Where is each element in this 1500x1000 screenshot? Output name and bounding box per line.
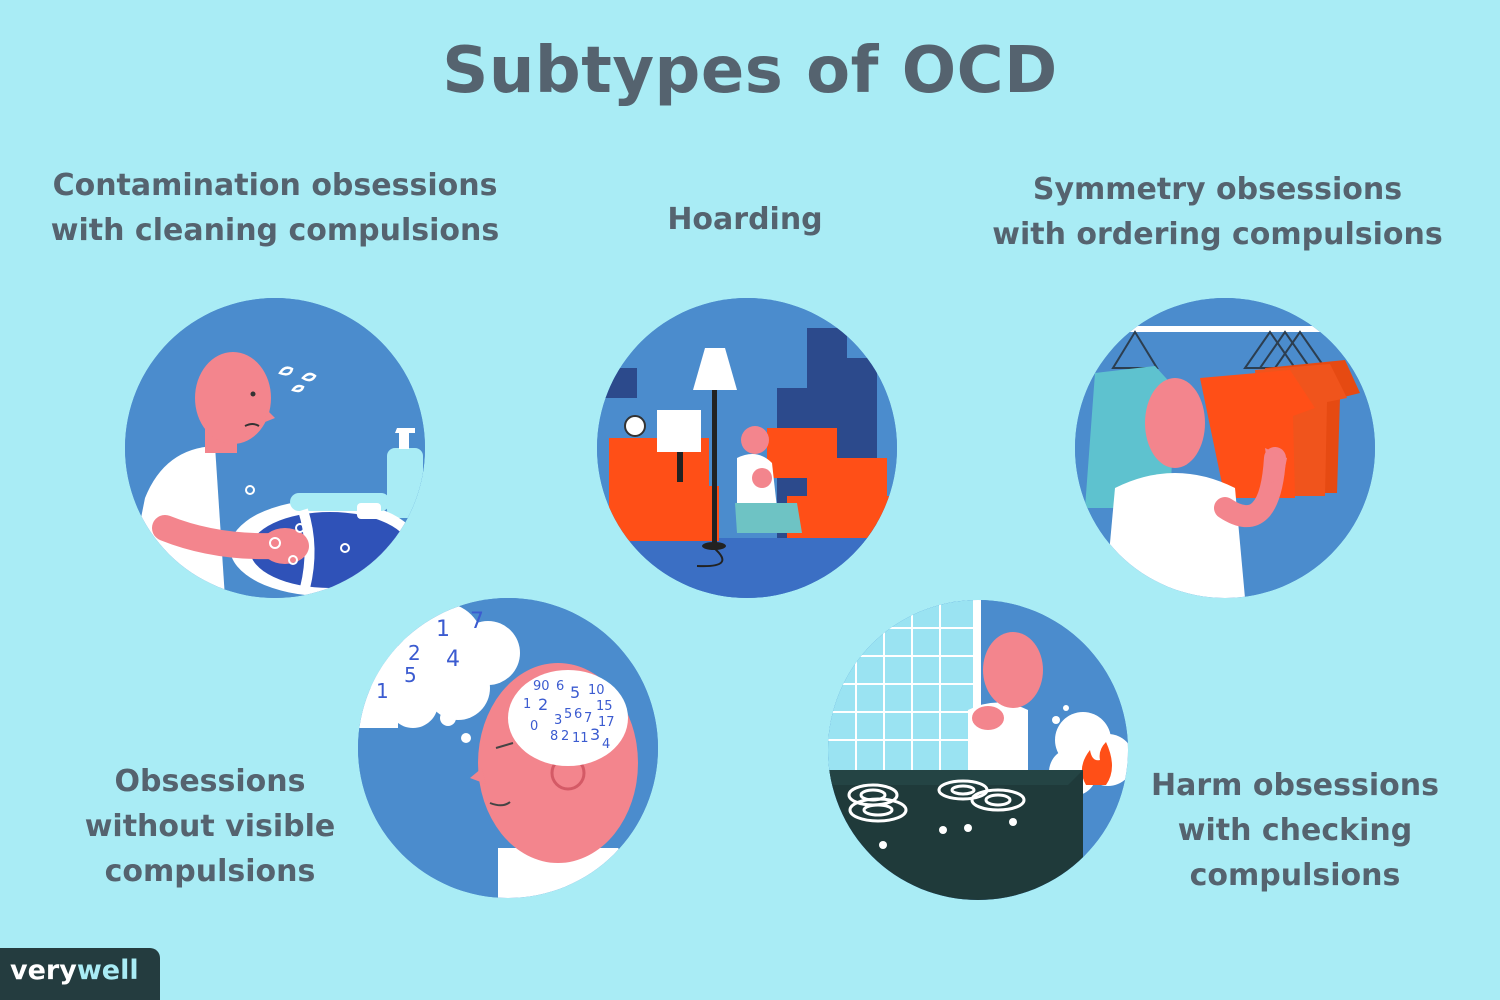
brain-number: 17: [598, 715, 615, 730]
thought-number: 1: [376, 679, 389, 703]
brain-number: 11: [572, 731, 589, 746]
handwashing-illustration: [125, 298, 425, 598]
verywell-logo[interactable]: verywell: [0, 948, 160, 1000]
box-icon: [609, 486, 719, 541]
thought-number: 2: [408, 641, 421, 665]
head-icon: [1145, 378, 1205, 468]
checking-illustration: [828, 600, 1128, 900]
head-icon: [195, 352, 271, 444]
knob-icon: [939, 826, 947, 834]
head-icon: [983, 632, 1043, 708]
shirt-icon: [498, 848, 658, 898]
wall-tiles-icon: [828, 600, 973, 770]
brain-number: 5: [570, 683, 580, 702]
box-icon: [807, 458, 887, 498]
knob-icon: [879, 841, 887, 849]
hoarding-illustration: [597, 298, 897, 598]
illustration-ordering: [1075, 298, 1375, 598]
label-line: Obsessions: [114, 764, 306, 799]
page-title: Subtypes of OCD: [442, 34, 1058, 108]
label-line: with cleaning compulsions: [50, 213, 500, 248]
brain-number: 3: [590, 725, 600, 744]
brain-number: 2: [561, 729, 569, 744]
brain-number: 10: [588, 683, 605, 698]
clock-icon: [624, 415, 646, 437]
clothes-rail-icon: [1075, 326, 1375, 332]
burner-icon: [970, 788, 1026, 812]
label-line: without visible: [84, 809, 336, 844]
illustration-checking: [828, 600, 1128, 900]
thought-number: 5: [404, 663, 417, 687]
floor-lamp-icon: [693, 348, 737, 390]
brain-number: 6: [574, 707, 582, 722]
illustration-pure-obsessions: 7 1 2 4 1 5 90 6 5 10 1 2 15 3: [358, 598, 658, 898]
knob-icon: [964, 824, 972, 832]
label-line: Symmetry obsessions: [1032, 172, 1403, 207]
knob-icon: [1009, 818, 1017, 826]
burner-icon: [848, 797, 908, 823]
ordering-illustration: [1075, 298, 1375, 598]
label-line: Hoarding: [667, 202, 823, 237]
table-lamp-icon: [657, 410, 701, 452]
head-icon: [741, 426, 769, 454]
brain-number: 5: [564, 707, 572, 722]
label-line: compulsions: [1189, 858, 1401, 893]
brain-icon: [508, 670, 628, 766]
thought-number: 4: [446, 647, 460, 672]
logo-text-well: well: [76, 955, 139, 986]
person-shirt-icon: [1105, 473, 1245, 598]
label-line: compulsions: [104, 854, 316, 889]
brain-number: 0: [530, 719, 538, 734]
thought-number: 1: [436, 617, 450, 642]
shirt-icon: [1200, 370, 1315, 498]
brain-number: 7: [584, 711, 592, 726]
label-line: Contamination obsessions: [52, 168, 498, 203]
label-contamination: Contamination obsessions with cleaning c…: [40, 163, 510, 253]
brain-number: 2: [538, 695, 548, 714]
brain-number: 90: [533, 679, 550, 694]
pure-obsessions-illustration: 7 1 2 4 1 5 90 6 5 10 1 2 15 3: [358, 598, 658, 898]
label-hoarding: Hoarding: [600, 197, 890, 242]
brain-number: 8: [550, 729, 558, 744]
thought-cloud-icon: [358, 603, 520, 728]
brain-number: 4: [602, 737, 610, 752]
label-line: Harm obsessions: [1151, 768, 1439, 803]
brain-number: 6: [556, 679, 564, 694]
brain-number: 15: [596, 699, 613, 714]
soap-bottle-icon: [387, 448, 423, 518]
illustration-hoarding: [597, 298, 897, 598]
brain-number: 1: [523, 697, 531, 712]
hand-icon: [1265, 448, 1287, 483]
thought-number: 7: [470, 609, 484, 634]
hand-icon: [972, 706, 1004, 730]
label-symmetry: Symmetry obsessions with ordering compul…: [985, 167, 1450, 257]
logo-text-very: very: [10, 955, 77, 986]
brain-number: 3: [554, 713, 562, 728]
illustration-handwashing: [125, 298, 425, 598]
label-line: with checking: [1177, 813, 1413, 848]
box-icon: [787, 496, 892, 538]
label-line: with ordering compulsions: [992, 217, 1443, 252]
label-harm: Harm obsessions with checking compulsion…: [1140, 763, 1450, 898]
fire-icon: [1081, 742, 1112, 785]
hands-icon: [261, 528, 309, 564]
label-pure-obsessions: Obsessions without visible compulsions: [60, 759, 360, 894]
